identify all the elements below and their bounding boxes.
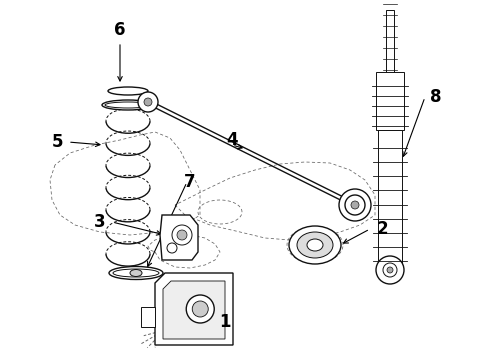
FancyBboxPatch shape	[376, 72, 404, 130]
FancyBboxPatch shape	[386, 10, 394, 75]
Ellipse shape	[307, 239, 323, 251]
Circle shape	[177, 230, 187, 240]
Text: 7: 7	[184, 173, 196, 191]
Circle shape	[186, 295, 214, 323]
Circle shape	[383, 263, 397, 277]
Ellipse shape	[108, 87, 148, 95]
Polygon shape	[160, 215, 198, 260]
Ellipse shape	[102, 100, 154, 110]
Text: 4: 4	[226, 131, 238, 149]
Circle shape	[376, 256, 404, 284]
Text: 1: 1	[219, 313, 231, 331]
Text: 6: 6	[114, 21, 126, 39]
Circle shape	[345, 195, 365, 215]
Ellipse shape	[109, 266, 163, 279]
Text: 3: 3	[94, 213, 106, 231]
Text: 5: 5	[51, 133, 63, 151]
Polygon shape	[155, 273, 233, 345]
Circle shape	[192, 301, 208, 317]
FancyBboxPatch shape	[378, 130, 402, 265]
Polygon shape	[163, 281, 225, 339]
Text: 2: 2	[376, 220, 388, 238]
Circle shape	[351, 201, 359, 209]
Circle shape	[167, 243, 177, 253]
Circle shape	[172, 225, 192, 245]
Circle shape	[339, 189, 371, 221]
Ellipse shape	[289, 226, 341, 264]
Circle shape	[387, 267, 393, 273]
Ellipse shape	[297, 232, 333, 258]
FancyBboxPatch shape	[141, 307, 155, 327]
Circle shape	[144, 98, 152, 106]
Text: 8: 8	[430, 88, 442, 106]
Ellipse shape	[113, 269, 159, 277]
Ellipse shape	[130, 270, 142, 276]
Ellipse shape	[105, 102, 151, 108]
Circle shape	[138, 92, 158, 112]
